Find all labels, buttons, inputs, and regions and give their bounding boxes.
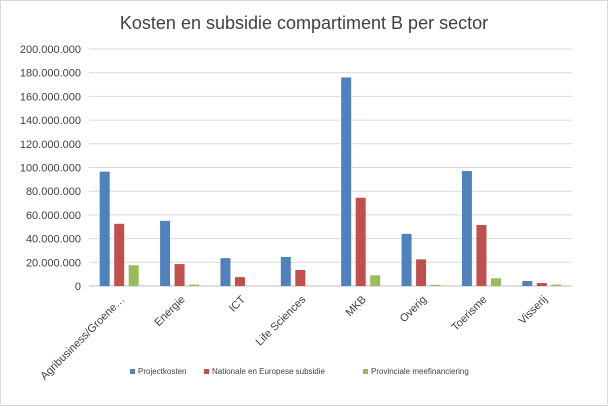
category-label-5: Overig: [398, 294, 429, 325]
category-label-4: MKB: [343, 294, 368, 319]
bar-5-0: [401, 233, 412, 286]
bar-4-0: [341, 77, 352, 286]
category-label-6: Toerisme: [450, 294, 490, 334]
y-tick-label-10: 200.000.000: [20, 44, 81, 56]
bar-2-1: [234, 277, 245, 286]
y-tick-label-6: 120.000.000: [20, 139, 81, 151]
bar-3-0: [280, 256, 291, 286]
bar-0-2: [128, 265, 139, 286]
legend-swatch-1: [204, 369, 209, 374]
category-label-7: Visserij: [517, 294, 550, 327]
legend-swatch-0: [130, 369, 135, 374]
bars-layer: [99, 77, 562, 286]
bar-7-0: [522, 281, 533, 286]
bar-1-2: [189, 284, 200, 286]
category-label-2: ICT: [227, 293, 248, 314]
bar-1-0: [160, 220, 171, 286]
category-label-0: Agribusiness/Groene…: [38, 294, 127, 383]
y-tick-label-2: 40.000.000: [26, 234, 81, 246]
bar-3-1: [295, 270, 306, 286]
bar-0-0: [99, 171, 110, 286]
bar-6-0: [461, 171, 472, 286]
y-tick-label-8: 160.000.000: [20, 91, 81, 103]
bar-4-2: [370, 275, 381, 286]
y-tick-label-5: 100.000.000: [20, 163, 81, 175]
bar-2-0: [220, 258, 231, 286]
y-tick-label-7: 140.000.000: [20, 115, 81, 127]
bar-7-2: [551, 284, 562, 286]
legend-layer: Projectkosten Nationale en Europese subsi…: [130, 367, 469, 376]
bar-0-1: [114, 223, 125, 286]
bar-6-1: [476, 224, 487, 286]
bar-7-1: [536, 283, 547, 286]
y-tick-label-3: 60.000.000: [26, 210, 81, 222]
chart-title: Kosten en subsidie compartiment B per se…: [120, 13, 488, 33]
legend-swatch-2: [363, 369, 368, 374]
y-tick-label-0: 0: [75, 281, 81, 293]
legend-label-2: Provinciale meefinanciering: [371, 367, 469, 376]
bar-1-1: [174, 264, 185, 286]
category-label-1: Energie: [152, 294, 187, 329]
y-tick-label-9: 180.000.000: [20, 68, 81, 80]
category-label-3: Life Sciences: [254, 293, 309, 348]
legend-label-0: Projectkosten: [138, 367, 186, 376]
y-tick-label-4: 80.000.000: [26, 186, 81, 198]
legend-label-1: Nationale en Europese subsidie: [212, 367, 326, 376]
bar-6-2: [490, 278, 501, 286]
bar-5-2: [430, 284, 441, 286]
y-tick-label-1: 20.000.000: [26, 257, 81, 269]
bar-4-1: [355, 197, 366, 286]
bar-5-1: [416, 259, 427, 286]
